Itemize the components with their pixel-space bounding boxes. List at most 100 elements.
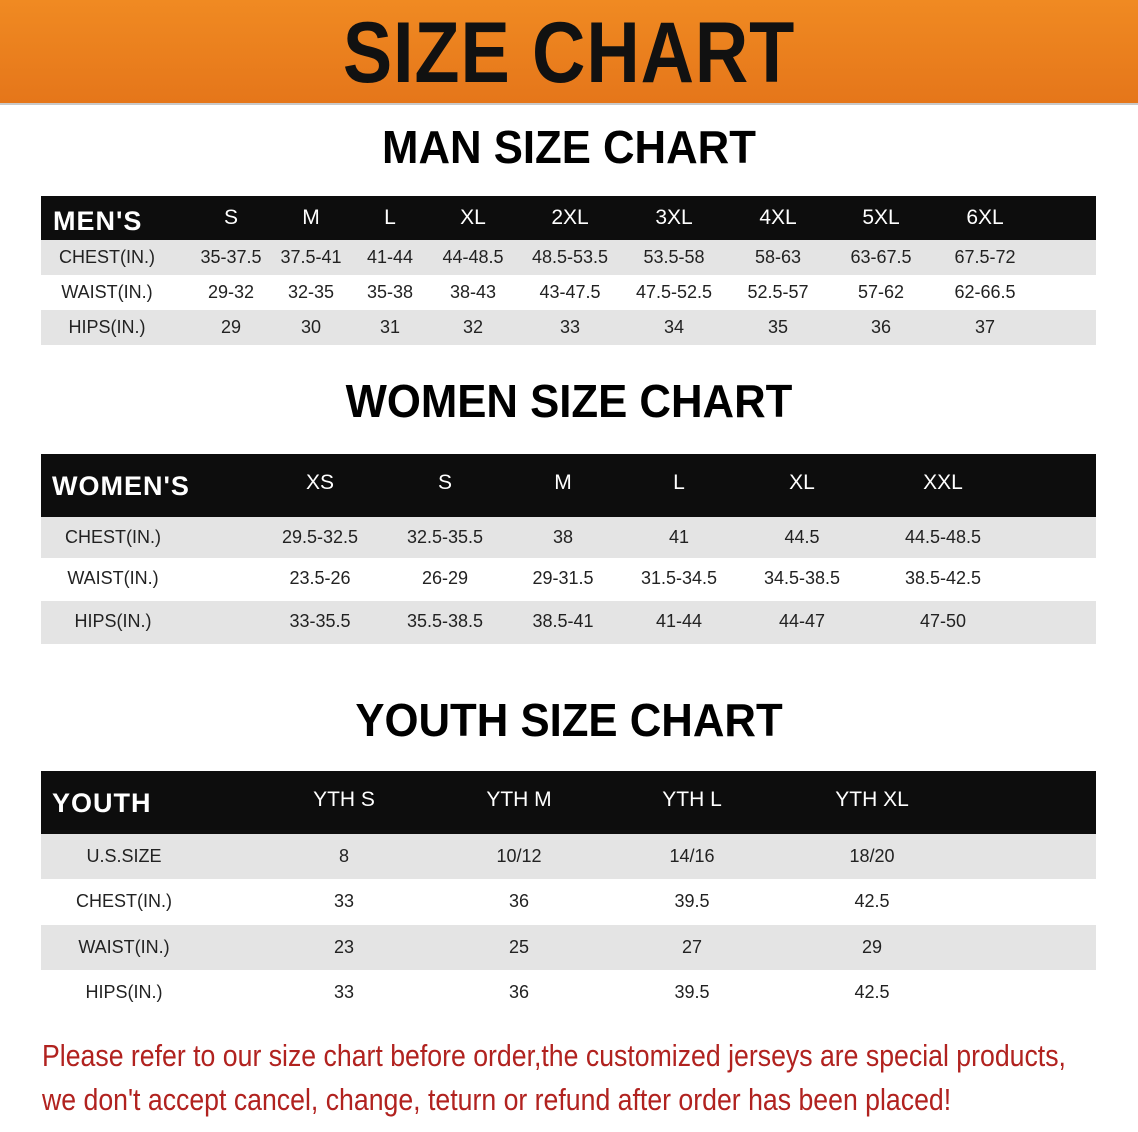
size-value-cell: 31	[379, 317, 401, 337]
size-value-cell: 44-47	[778, 611, 826, 631]
size-value-cell: 14/16	[669, 846, 715, 866]
row-label: HIPS(IN.)	[85, 982, 163, 1002]
size-value-cell: 37.5-41	[280, 247, 342, 267]
size-value-cell: 41-44	[655, 611, 703, 631]
table-row: HIPS(IN.) 29 30 31 32 33 34 35 36 37	[41, 310, 1096, 345]
size-value-cell: 38	[552, 527, 574, 547]
size-value-cell: 57-62	[857, 282, 905, 302]
row-label: U.S.SIZE	[86, 846, 162, 866]
size-value-cell: 29-31.5	[532, 568, 594, 588]
size-header-cell: 2XL	[551, 206, 589, 229]
size-value-cell: 58-63	[754, 247, 802, 267]
size-header-cell: XL	[789, 471, 815, 494]
size-value-cell: 48.5-53.5	[531, 247, 609, 267]
footer-notice-line-2: we don't accept cancel, change, teturn o…	[42, 1082, 952, 1117]
size-value-cell: 34	[663, 317, 685, 337]
size-value-cell: 42.5	[854, 982, 890, 1002]
table-title-cell: WOMEN'S	[52, 471, 190, 501]
table-header-row: WOMEN'S XS S M L XL XXL	[41, 454, 1096, 517]
row-label: HIPS(IN.)	[68, 317, 146, 337]
size-value-cell: 29	[861, 937, 883, 957]
size-value-cell: 23.5-26	[289, 568, 351, 588]
footer-notice-line-1: Please refer to our size chart before or…	[42, 1038, 1066, 1073]
size-value-cell: 39.5	[674, 982, 710, 1002]
table-title-cell: YOUTH	[52, 788, 152, 818]
banner: SIZE CHART	[0, 0, 1138, 105]
women-size-table: WOMEN'S XS S M L XL XXL CHEST(IN.) 29.5-32.5 32.5…	[41, 454, 1096, 644]
size-value-cell: 67.5-72	[954, 247, 1016, 267]
size-value-cell: 32.5-35.5	[406, 527, 484, 547]
table-row: WAIST(IN.) 29-32 32-35 35-38 38-43 43-47.5 47.…	[41, 275, 1096, 310]
size-value-cell: 36	[508, 982, 530, 1002]
table-row: HIPS(IN.) 33 36 39.5 42.5	[41, 970, 1096, 1016]
men-size-table: MEN'S S M L XL 2XL 3XL 4XL 5XL 6XL CHEST(IN.) 35-37…	[41, 196, 1096, 345]
women-title: WOMEN SIZE CHART	[345, 375, 793, 427]
size-header-cell: 6XL	[966, 206, 1004, 229]
banner-title: SIZE CHART	[342, 5, 796, 101]
size-header-cell: XL	[460, 206, 486, 229]
size-value-cell: 34.5-38.5	[763, 568, 841, 588]
size-value-cell: 41-44	[366, 247, 414, 267]
size-header-cell: XXL	[923, 471, 963, 494]
size-value-cell: 47-50	[919, 611, 967, 631]
size-value-cell: 62-66.5	[954, 282, 1016, 302]
size-value-cell: 38.5-42.5	[904, 568, 982, 588]
size-value-cell: 35	[767, 317, 789, 337]
youth-title: YOUTH SIZE CHART	[355, 694, 783, 746]
size-value-cell: 33	[333, 891, 355, 911]
size-header-cell: YTH L	[662, 788, 722, 811]
row-label: CHEST(IN.)	[65, 527, 161, 547]
size-value-cell: 26-29	[421, 568, 469, 588]
size-value-cell: 44-48.5	[442, 247, 504, 267]
size-value-cell: 33	[559, 317, 581, 337]
size-value-cell: 44.5-48.5	[904, 527, 982, 547]
size-value-cell: 35.5-38.5	[406, 611, 484, 631]
size-value-cell: 27	[681, 937, 703, 957]
size-header-cell: XS	[305, 471, 335, 494]
size-value-cell: 37	[974, 317, 996, 337]
size-value-cell: 44.5	[784, 527, 820, 547]
size-value-cell: 30	[300, 317, 322, 337]
size-value-cell: 43-47.5	[539, 282, 601, 302]
size-value-cell: 32-35	[287, 282, 335, 302]
youth-size-table: YOUTH YTH S YTH M YTH L YTH XL U.S.SIZE 8 10/12…	[41, 771, 1096, 1016]
table-row: WAIST(IN.) 23 25 27 29	[41, 925, 1096, 970]
size-value-cell: 42.5	[854, 891, 890, 911]
table-title-cell: MEN'S	[53, 206, 143, 236]
size-header-cell: S	[437, 471, 453, 494]
size-value-cell: 63-67.5	[850, 247, 912, 267]
size-header-cell: YTH M	[486, 788, 552, 811]
size-header-cell: YTH XL	[835, 788, 909, 811]
size-header-cell: L	[384, 206, 396, 229]
size-header-cell: S	[223, 206, 239, 229]
size-value-cell: 29-32	[207, 282, 255, 302]
size-header-cell: 5XL	[862, 206, 900, 229]
size-header-cell: M	[302, 206, 320, 229]
size-value-cell: 8	[338, 846, 350, 866]
size-value-cell: 10/12	[496, 846, 542, 866]
size-value-cell: 25	[508, 937, 530, 957]
size-header-cell: M	[554, 471, 572, 494]
size-value-cell: 35-37.5	[200, 247, 262, 267]
table-row: CHEST(IN.) 29.5-32.5 32.5-35.5 38 41 44.5 44.5…	[41, 517, 1096, 558]
table-row: U.S.SIZE 8 10/12 14/16 18/20	[41, 834, 1096, 879]
size-value-cell: 32	[462, 317, 484, 337]
size-value-cell: 33	[333, 982, 355, 1002]
size-value-cell: 36	[870, 317, 892, 337]
row-label: HIPS(IN.)	[74, 611, 152, 631]
size-header-cell: 3XL	[655, 206, 693, 229]
size-value-cell: 47.5-52.5	[635, 282, 713, 302]
row-label: WAIST(IN.)	[61, 282, 153, 302]
row-label: CHEST(IN.)	[76, 891, 172, 911]
size-value-cell: 35-38	[366, 282, 414, 302]
size-value-cell: 36	[508, 891, 530, 911]
size-header-cell: YTH S	[313, 788, 375, 811]
size-value-cell: 29.5-32.5	[281, 527, 359, 547]
table-row: HIPS(IN.) 33-35.5 35.5-38.5 38.5-41 41-44 44-…	[41, 601, 1096, 644]
size-value-cell: 23	[333, 937, 355, 957]
table-row: CHEST(IN.) 35-37.5 37.5-41 41-44 44-48.5 48.5…	[41, 240, 1096, 275]
size-value-cell: 53.5-58	[643, 247, 705, 267]
size-value-cell: 31.5-34.5	[640, 568, 718, 588]
table-row: WAIST(IN.) 23.5-26 26-29 29-31.5 31.5-34.5 34…	[41, 558, 1096, 601]
size-value-cell: 18/20	[849, 846, 895, 866]
